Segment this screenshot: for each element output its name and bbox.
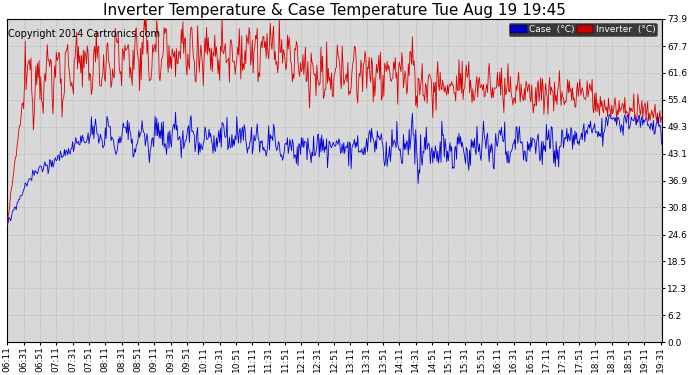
Legend: Case  (°C), Inverter  (°C): Case (°C), Inverter (°C) (509, 24, 657, 36)
Text: Copyright 2014 Cartronics.com: Copyright 2014 Cartronics.com (8, 28, 160, 39)
Title: Inverter Temperature & Case Temperature Tue Aug 19 19:45: Inverter Temperature & Case Temperature … (103, 3, 566, 18)
